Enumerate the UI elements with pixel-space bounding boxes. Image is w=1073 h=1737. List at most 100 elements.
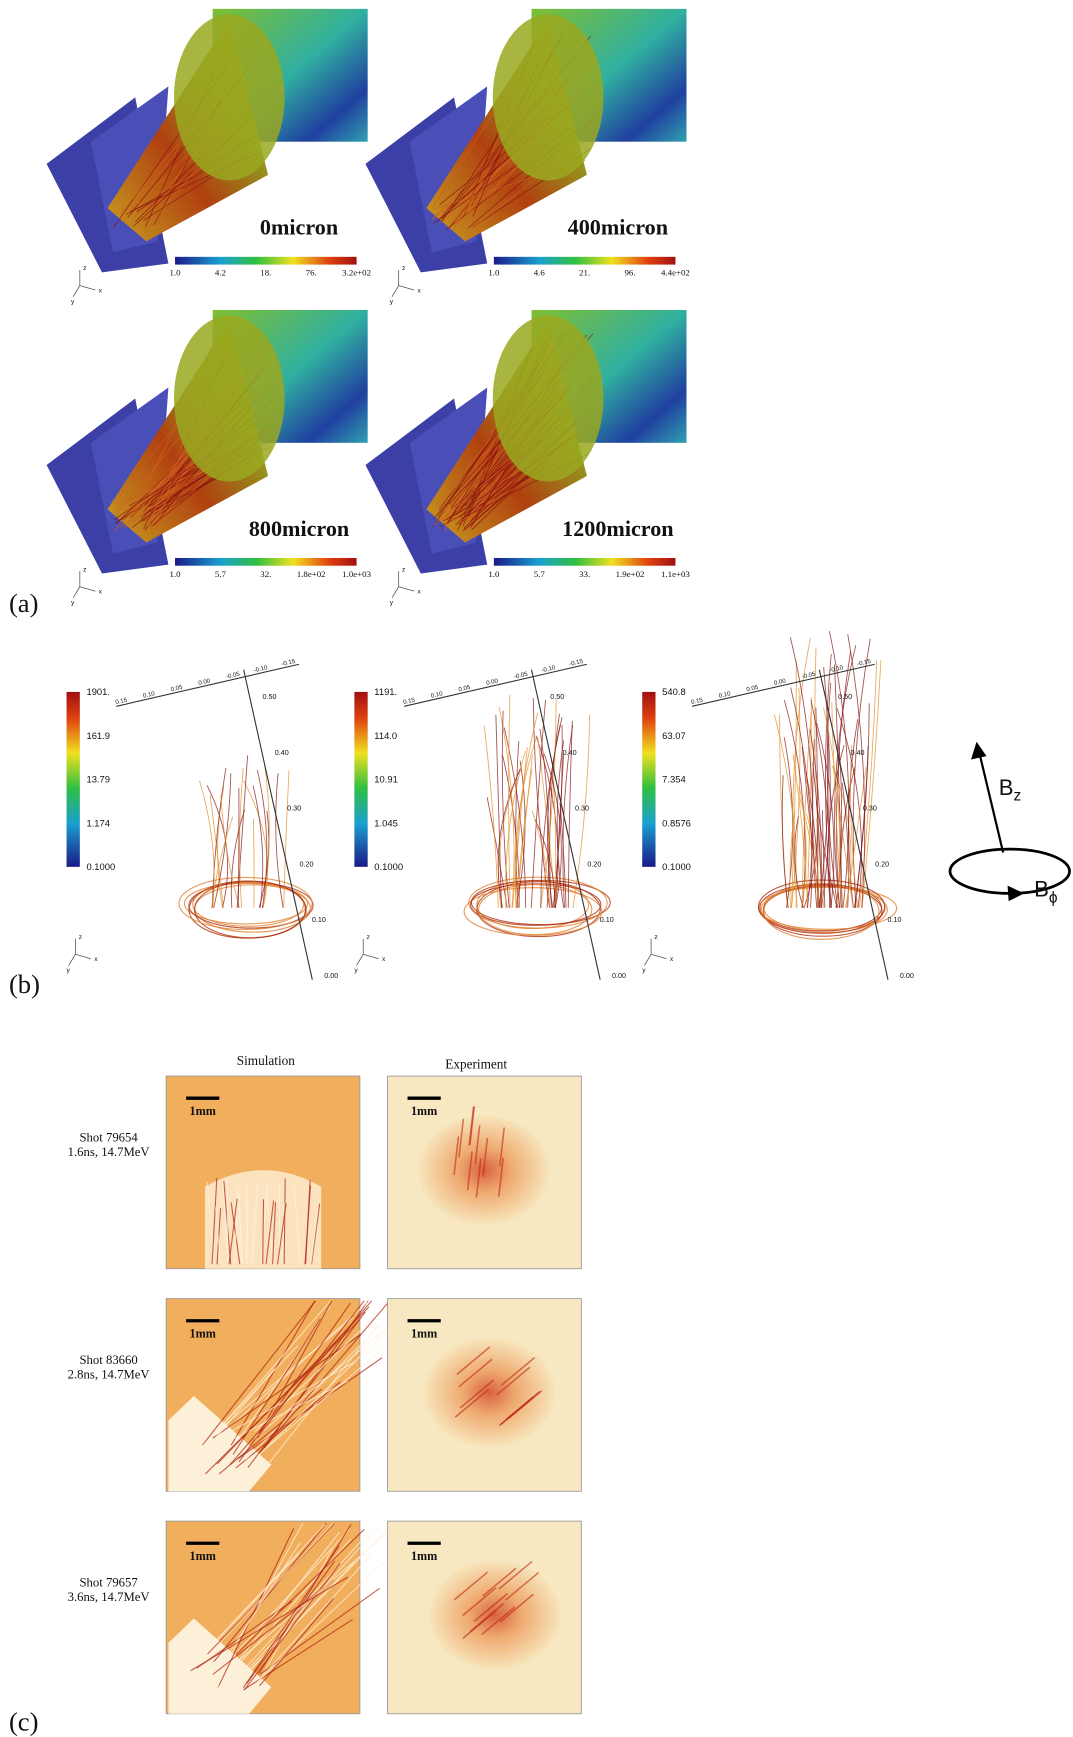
column-header: Simulation [237, 1053, 296, 1068]
colorbar-label: 0.1000 [374, 861, 403, 872]
colorbar-label: 161.9 [86, 730, 110, 741]
scale-bar-label: 1mm [411, 1104, 437, 1118]
axis-tick-label: 0.50 [550, 692, 564, 701]
axis-letter: x [99, 287, 103, 294]
axis-letter: z [402, 566, 405, 573]
axis-letter: y [67, 967, 71, 974]
field-line [221, 794, 240, 907]
axis-triad [80, 286, 95, 290]
axis-tick-label: 0.30 [575, 804, 589, 813]
colorbar-label: 1901. [86, 686, 110, 697]
panel-label: (a) [9, 588, 38, 618]
colorbar-label: 33. [579, 569, 590, 579]
colorbar [67, 692, 80, 867]
colorbar-label: 1.174 [86, 817, 110, 828]
figure: (a) (b) (c) 0micron1.04.218.76.3.2e+02zx… [0, 0, 1073, 1737]
colorbar-label: 10.91 [374, 774, 398, 785]
field-line [240, 768, 244, 908]
colorbar [175, 558, 357, 566]
axis-tick-label: 0.15 [403, 696, 417, 706]
axis-tick-label: -0.15 [569, 658, 585, 668]
axis-letter: x [99, 588, 103, 595]
axis-letter: y [390, 599, 394, 606]
field-line [210, 795, 223, 908]
field-loop [193, 883, 304, 927]
field-line [848, 634, 865, 908]
arrow-head [1008, 886, 1025, 901]
scale-bar-label: 1mm [411, 1326, 437, 1340]
axis-tick-label: 0.20 [587, 859, 601, 868]
axis-letter: x [94, 956, 98, 963]
colorbar-label: 1.0 [488, 569, 500, 579]
shot-label: Shot 79654 [79, 1130, 138, 1144]
field-label-sub: z [1013, 787, 1021, 804]
colorbar-label: 4.6 [534, 268, 546, 278]
axis-tick-label: -0.10 [541, 664, 557, 674]
filament [263, 1199, 264, 1264]
axis-triad [357, 954, 364, 965]
colorbar-label: 1.1e+03 [661, 569, 690, 579]
bz-arrow [980, 755, 1003, 852]
colorbar-label: 1.045 [374, 817, 398, 828]
arrow-head [971, 742, 986, 760]
axis-triad [73, 286, 80, 297]
axis-tick-label: 0.05 [170, 684, 184, 694]
axis-tick-label: 0.50 [838, 692, 852, 701]
axis-letter: y [390, 298, 394, 305]
field-line [811, 700, 830, 908]
colorbar-label: 96. [625, 268, 636, 278]
axis-tick-label: -0.10 [829, 664, 845, 674]
axis-tick-label: 0.15 [115, 696, 129, 706]
colorbar [642, 692, 655, 867]
colorbar-label: 18. [260, 268, 271, 278]
colorbar-label: 540.8 [662, 686, 686, 697]
colorbar-label: 21. [579, 268, 590, 278]
colorbar-label: 1.9e+02 [616, 569, 645, 579]
colorbar [175, 257, 357, 265]
axis-tick-label: -0.05 [801, 671, 817, 681]
axis-tick-label: 0.10 [312, 915, 326, 924]
colorbar-label: 63.07 [662, 730, 686, 741]
colorbar-label: 5.7 [534, 569, 546, 579]
axis-letter: z [654, 934, 657, 941]
colorbar-label: 7.354 [662, 774, 686, 785]
axis-tick-label: 0.30 [287, 804, 301, 813]
axis-tick-label: 0.10 [430, 690, 444, 700]
axis-letter: x [670, 956, 674, 963]
axis-tick-label: 0.00 [324, 971, 338, 980]
field-label-base: B [999, 775, 1014, 800]
axis-tick-label: 0.10 [888, 915, 902, 924]
field-label: Bϕ [1034, 877, 1058, 907]
colorbar [494, 558, 676, 566]
axis-tick-label: 0.20 [300, 859, 314, 868]
axis-triad [651, 954, 666, 958]
colorbar-label: 13.79 [86, 774, 110, 785]
axis-triad [392, 286, 399, 297]
axis-tick-label: 0.00 [900, 971, 914, 980]
panel-label: (c) [9, 1706, 38, 1736]
field-label: Bz [999, 775, 1022, 805]
colorbar-label: 3.2e+02 [342, 268, 371, 278]
disc [493, 316, 604, 482]
colorbar-label: 76. [306, 268, 317, 278]
axis-tick-label: 0.00 [773, 677, 787, 687]
panel-title: 1200micron [562, 516, 673, 541]
axis-triad [363, 954, 378, 958]
axis-tick-label: 0.00 [198, 677, 212, 687]
axis-tick-label: 0.40 [563, 748, 577, 757]
axis-tick-label: -0.15 [856, 658, 872, 668]
shot-params: 3.6ns, 14.7MeV [68, 1590, 151, 1604]
colorbar [494, 257, 676, 265]
colorbar-label: 0.8576 [662, 817, 691, 828]
field-line [859, 660, 876, 908]
axis-letter: z [402, 265, 405, 272]
scale-bar-label: 1mm [411, 1549, 437, 1563]
axis-tick-label: 0.30 [863, 804, 877, 813]
shot-params: 1.6ns, 14.7MeV [68, 1145, 151, 1159]
colorbar-label: 0.1000 [86, 861, 115, 872]
colorbar-label: 1.0 [170, 569, 182, 579]
field-line [815, 648, 824, 908]
disc [174, 316, 285, 482]
axis-letter: x [417, 588, 421, 595]
colorbar-label: 4.2 [215, 268, 226, 278]
